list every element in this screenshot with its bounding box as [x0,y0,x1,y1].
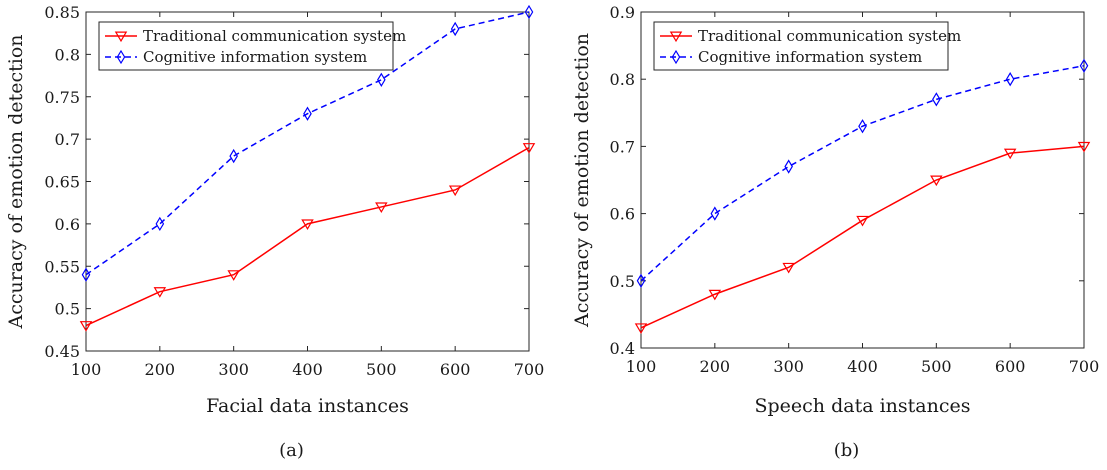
data-point-traditional [301,219,314,230]
y-tick-label: 0.65 [44,173,80,192]
data-point-cognitive [450,21,460,37]
chart-panel-b: 100 200 300 400 500 600 700 0.4 0.5 0.6 0.7 0.8 0.9 S… [571,3,1099,461]
y-tick-label: 0.6 [55,215,80,234]
series-line-traditional [85,146,530,327]
x-tick-label: 600 [995,357,1026,376]
data-point-traditional [79,321,93,332]
data-point-traditional [448,185,462,197]
x-tick-label: 300 [218,360,249,379]
data-point-traditional [153,287,167,298]
legend-label: Cognitive information system [698,48,922,66]
data-point-cognitive [710,206,720,221]
chart-panel-a: 100 200 300 400 500 600 700 0.45 0.5 0.55 0.6 0.65 0… [5,3,544,461]
data-point-traditional [634,323,648,334]
data-point-cognitive [932,92,941,107]
y-tick-label: 0.6 [610,205,635,224]
y-axis-label: Accuracy of emotion detection [571,33,593,328]
x-tick-label: 500 [366,360,397,379]
x-tick-label: 200 [700,357,731,376]
data-point-traditional [782,262,795,274]
x-tick-label: 700 [514,360,545,379]
y-tick-label: 0.7 [610,137,635,156]
data-point-cognitive [377,72,386,87]
x-tick-label: 700 [1069,357,1100,376]
data-point-cognitive [636,273,646,288]
data-point-traditional [708,289,722,301]
data-point-traditional [522,143,536,154]
legend-label: Cognitive information system [143,48,367,66]
data-point-cognitive [155,216,165,232]
y-tick-label: 0.7 [55,130,80,149]
data-point-cognitive [81,267,91,282]
x-tick-label: 300 [773,357,804,376]
legend-box [98,21,394,71]
data-point-cognitive [858,119,867,134]
series-line-traditional [640,145,1085,329]
x-tick-label: 400 [847,357,878,376]
data-point-cognitive [303,106,312,121]
y-tick-label: 0.55 [44,257,80,276]
data-point-traditional [227,270,240,281]
y-tick-label: 0.5 [610,272,635,291]
y-tick-label: 0.75 [44,88,80,107]
y-tick-label: 0.45 [44,342,80,361]
series-line-cognitive [640,65,1085,282]
panel-caption: (a) [279,440,304,461]
x-tick-label: 200 [145,360,176,379]
legend-swatch-marker [671,49,681,65]
legend-box [653,21,949,71]
data-point-traditional [856,215,869,227]
y-axis-label: Accuracy of emotion detection [5,34,27,329]
legend-swatch-marker [116,49,126,65]
data-point-cognitive [524,4,534,20]
data-point-traditional [1003,148,1017,160]
x-axis-label: Facial data instances [206,395,409,417]
data-point-cognitive [1079,58,1089,73]
y-tick-label: 0.9 [610,3,635,22]
data-point-cognitive [229,148,238,164]
data-point-traditional [930,175,943,187]
x-tick-label: 100 [626,357,657,376]
legend-label: Traditional communication system [698,27,961,45]
legend-label: Traditional communication system [143,27,406,45]
y-tick-label: 0.8 [610,70,635,89]
x-tick-label: 400 [292,360,323,379]
y-tick-label: 0.5 [55,300,80,319]
series-line-cognitive [85,11,530,276]
data-point-cognitive [784,159,793,174]
x-tick-label: 600 [440,360,471,379]
legend-swatch-marker [114,31,128,43]
x-tick-label: 100 [71,360,102,379]
data-point-traditional [1077,141,1091,153]
x-tick-label: 500 [921,357,952,376]
y-tick-label: 0.4 [610,339,635,358]
legend-swatch-marker [669,31,683,43]
x-axis-label: Speech data instances [755,395,971,417]
panel-caption: (b) [834,440,860,461]
y-tick-label: 0.85 [44,3,80,22]
y-tick-label: 0.8 [55,45,80,64]
data-point-traditional [375,202,388,214]
data-point-cognitive [1005,72,1015,87]
